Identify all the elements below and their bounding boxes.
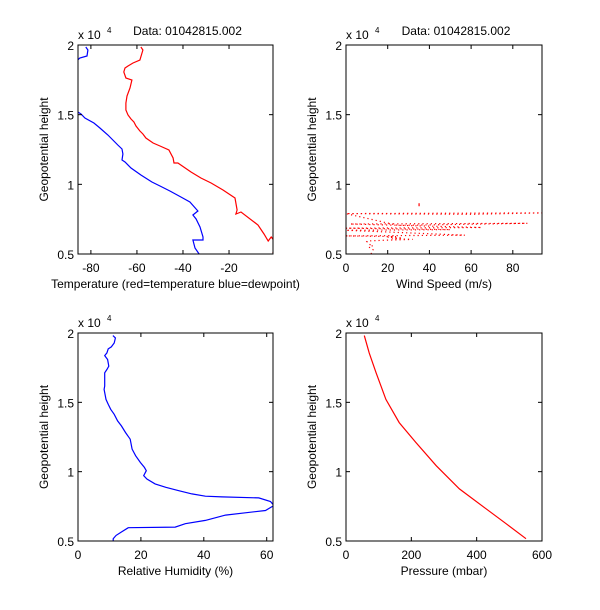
y-tick-label: 1 — [335, 178, 342, 192]
y-axis-label: Geopotential height — [305, 384, 319, 489]
y-tick-label: 2 — [335, 39, 342, 53]
series-line-wind-speed — [346, 212, 542, 254]
y-tick-label: 0.5 — [57, 535, 74, 549]
x-tick-label: 600 — [532, 548, 552, 562]
y-axis-label: Geopotential height — [37, 97, 51, 202]
y-exponent-label: x 10 — [346, 28, 369, 42]
series-line-temperature — [123, 46, 273, 254]
x-tick-label: 40 — [197, 548, 211, 562]
x-tick-label: 0 — [343, 261, 350, 275]
series-line-relative-humidity — [103, 335, 273, 541]
x-tick-label: 20 — [134, 548, 148, 562]
plot-area-pressure — [363, 335, 527, 540]
y-tick-label: 2 — [335, 327, 342, 341]
axes-box-wind — [345, 44, 543, 255]
y-tick-label: 1 — [67, 466, 74, 480]
subplot-humidity: 0 20 40 60 0.5 1 1.5 2 x 10 4 Relative Humidity (%… — [37, 314, 274, 578]
x-tick-label: -20 — [220, 261, 238, 275]
y-tick-label: 0.5 — [325, 535, 342, 549]
plot-area-wind — [346, 203, 542, 254]
y-axis-label: Geopotential height — [305, 97, 319, 202]
y-tick-label: 1 — [335, 466, 342, 480]
plot-area-humidity — [103, 335, 273, 541]
y-exponent-power: 4 — [107, 26, 112, 35]
subplot-temperature: -80 -60 -40 -20 0.5 1 1.5 2 x 10 4 Temperature (re… — [37, 24, 300, 291]
plot-title: Data: 01042815.002 — [402, 24, 511, 38]
y-exponent-label: x 10 — [78, 316, 101, 330]
plot-title: Data: 01042815.002 — [133, 24, 242, 38]
y-tick-label: 0.5 — [325, 248, 342, 262]
data-point-wind — [418, 203, 420, 207]
axes-box-temperature — [77, 44, 274, 255]
x-axis-label: Wind Speed (m/s) — [396, 277, 492, 291]
x-tick-label: 60 — [464, 261, 478, 275]
y-exponent-power: 4 — [375, 26, 380, 35]
x-tick-label: -60 — [128, 261, 146, 275]
x-tick-label: 400 — [467, 548, 487, 562]
axes-box-humidity — [77, 332, 274, 542]
series-line-pressure — [363, 335, 527, 540]
x-axis-label: Relative Humidity (%) — [118, 564, 233, 578]
x-tick-label: 0 — [343, 548, 350, 562]
y-tick-label: 1 — [67, 178, 74, 192]
x-tick-label: -40 — [174, 261, 192, 275]
x-tick-label: 40 — [423, 261, 437, 275]
subplot-pressure: 0 200 400 600 0.5 1 1.5 2 x 10 4 Pressure (mbar) Ge… — [305, 314, 552, 578]
y-exponent-power: 4 — [107, 314, 112, 323]
y-axis-label: Geopotential height — [37, 384, 51, 489]
x-tick-label: 0 — [75, 548, 82, 562]
x-tick-label: 80 — [506, 261, 520, 275]
y-exponent-label: x 10 — [346, 316, 369, 330]
plot-area-temperature — [78, 46, 273, 254]
y-tick-label: 0.5 — [57, 248, 74, 262]
series-line-dewpoint — [78, 46, 204, 254]
y-tick-label: 2 — [67, 327, 74, 341]
y-exponent-power: 4 — [375, 314, 380, 323]
y-tick-label: 1.5 — [57, 396, 74, 410]
subplot-wind: 0 20 40 60 80 0.5 1 1.5 2 x 10 4 Wind Speed (m/s) Ge… — [305, 24, 543, 291]
y-tick-label: 1.5 — [325, 109, 342, 123]
y-tick-label: 1.5 — [57, 109, 74, 123]
y-exponent-label: x 10 — [78, 28, 101, 42]
x-tick-label: -80 — [82, 261, 100, 275]
x-axis-label: Temperature (red=temperature blue=dewpoi… — [51, 277, 300, 291]
x-axis-label: Pressure (mbar) — [401, 564, 488, 578]
y-tick-label: 2 — [67, 39, 74, 53]
x-tick-label: 200 — [401, 548, 421, 562]
x-tick-label: 60 — [260, 548, 274, 562]
y-tick-label: 1.5 — [325, 396, 342, 410]
x-tick-label: 20 — [381, 261, 395, 275]
axes-box-pressure — [345, 332, 543, 542]
